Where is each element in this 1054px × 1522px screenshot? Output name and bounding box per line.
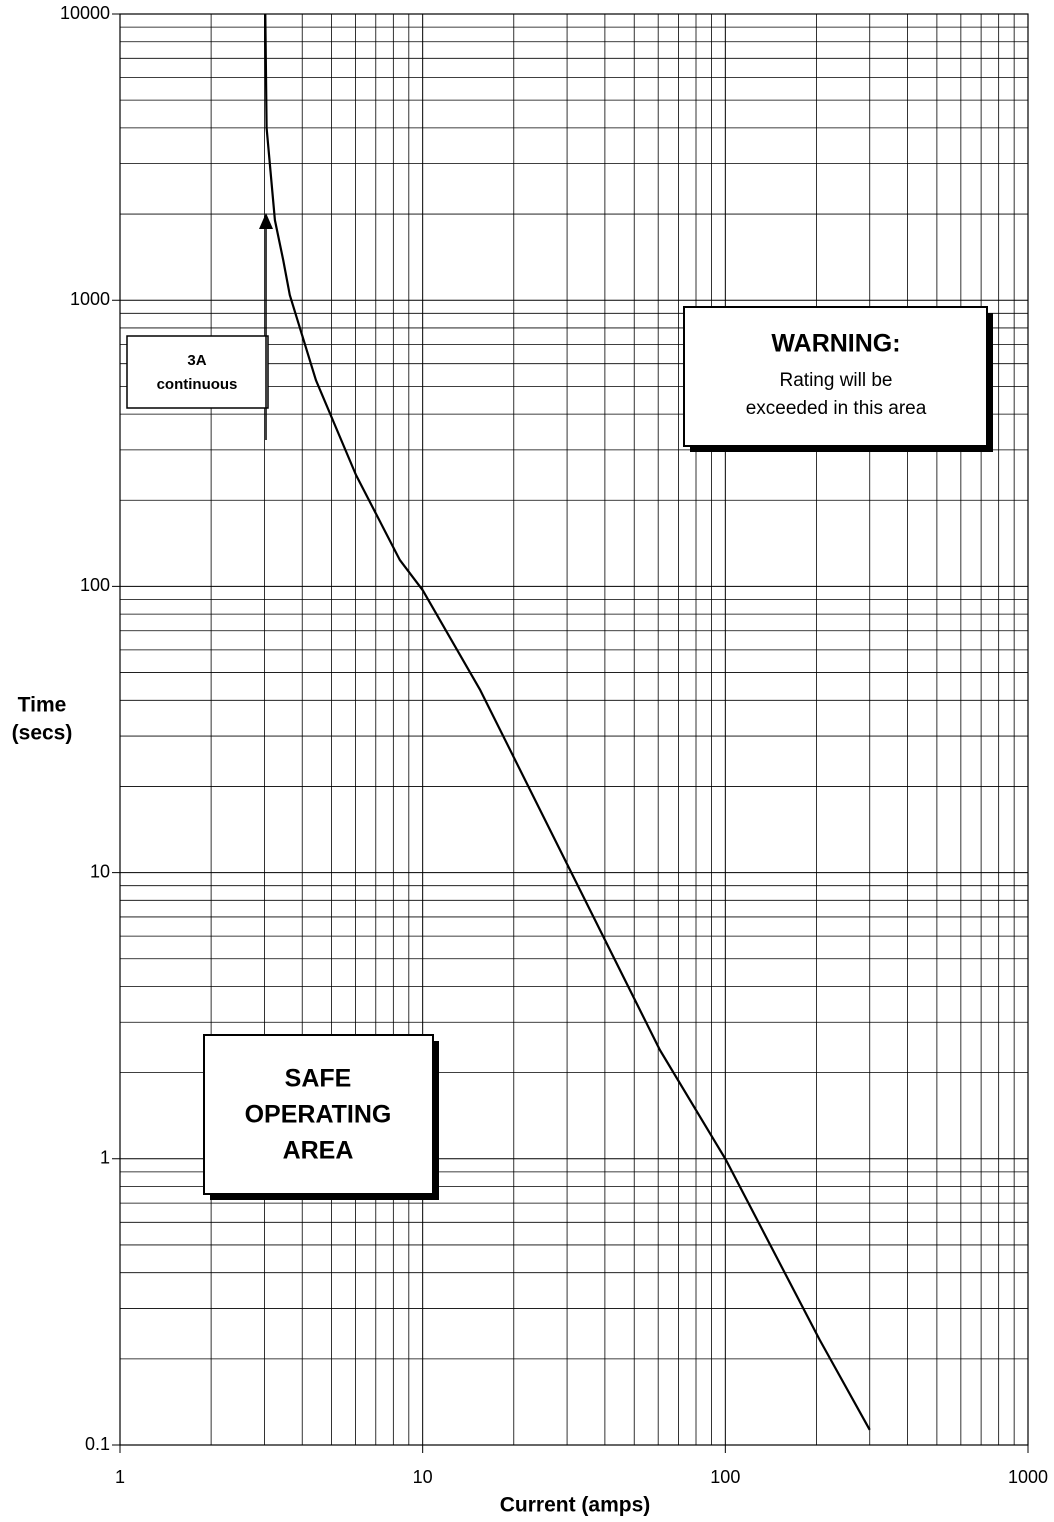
annotation-text: 3A	[187, 352, 206, 369]
x-axis-label: Current (amps)	[500, 1494, 651, 1517]
safe-text: SAFE	[285, 1065, 352, 1093]
y-tick-label: 10000	[60, 3, 110, 23]
y-axis-label: (secs)	[12, 722, 73, 745]
warning-title: WARNING:	[771, 330, 900, 358]
x-tick-label: 1	[115, 1467, 125, 1487]
x-tick-label: 1000	[1008, 1467, 1048, 1487]
annotation-text: continuous	[157, 376, 238, 393]
warning-text: exceeded in this area	[746, 398, 927, 419]
plot-frame	[119, 13, 1029, 1446]
arrow-head	[259, 213, 273, 229]
y-tick-label: 1	[100, 1148, 110, 1168]
x-tick-label: 100	[710, 1467, 740, 1487]
y-tick-label: 100	[80, 575, 110, 595]
y-tick-label: 10	[90, 861, 110, 881]
y-axis-label: Time	[18, 694, 67, 717]
x-tick-label: 10	[413, 1467, 433, 1487]
warning-text: Rating will be	[780, 370, 893, 391]
safe-box	[203, 1034, 434, 1195]
annotation-box	[126, 335, 269, 409]
y-tick-label: 0.1	[85, 1434, 110, 1454]
y-tick-label: 1000	[70, 289, 110, 309]
safe-text: OPERATING	[245, 1101, 392, 1129]
safe-text: AREA	[283, 1137, 354, 1165]
warning-box	[683, 306, 988, 447]
line-series	[264, 13, 871, 1431]
